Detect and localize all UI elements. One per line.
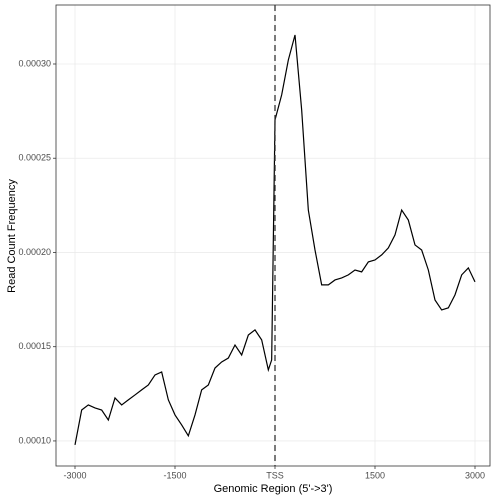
x-tick-label: -1500 xyxy=(163,470,186,480)
x-tick-label: 3000 xyxy=(465,470,485,480)
y-tick-label: 0.00030 xyxy=(18,58,51,68)
x-tick-label: TSS xyxy=(266,470,284,480)
x-axis-title: Genomic Region (5'->3') xyxy=(214,483,333,495)
y-tick-label: 0.00015 xyxy=(18,341,51,351)
data-line xyxy=(74,34,476,446)
y-tick-label: 0.00025 xyxy=(18,153,51,163)
y-tick-label: 0.00020 xyxy=(18,247,51,257)
y-tick-label: 0.00010 xyxy=(18,435,51,445)
y-axis-title: Read Count Frequency xyxy=(6,179,18,293)
panel-border xyxy=(55,4,491,467)
x-tick-label: 1500 xyxy=(365,470,385,480)
x-tick-label: -3000 xyxy=(63,470,86,480)
